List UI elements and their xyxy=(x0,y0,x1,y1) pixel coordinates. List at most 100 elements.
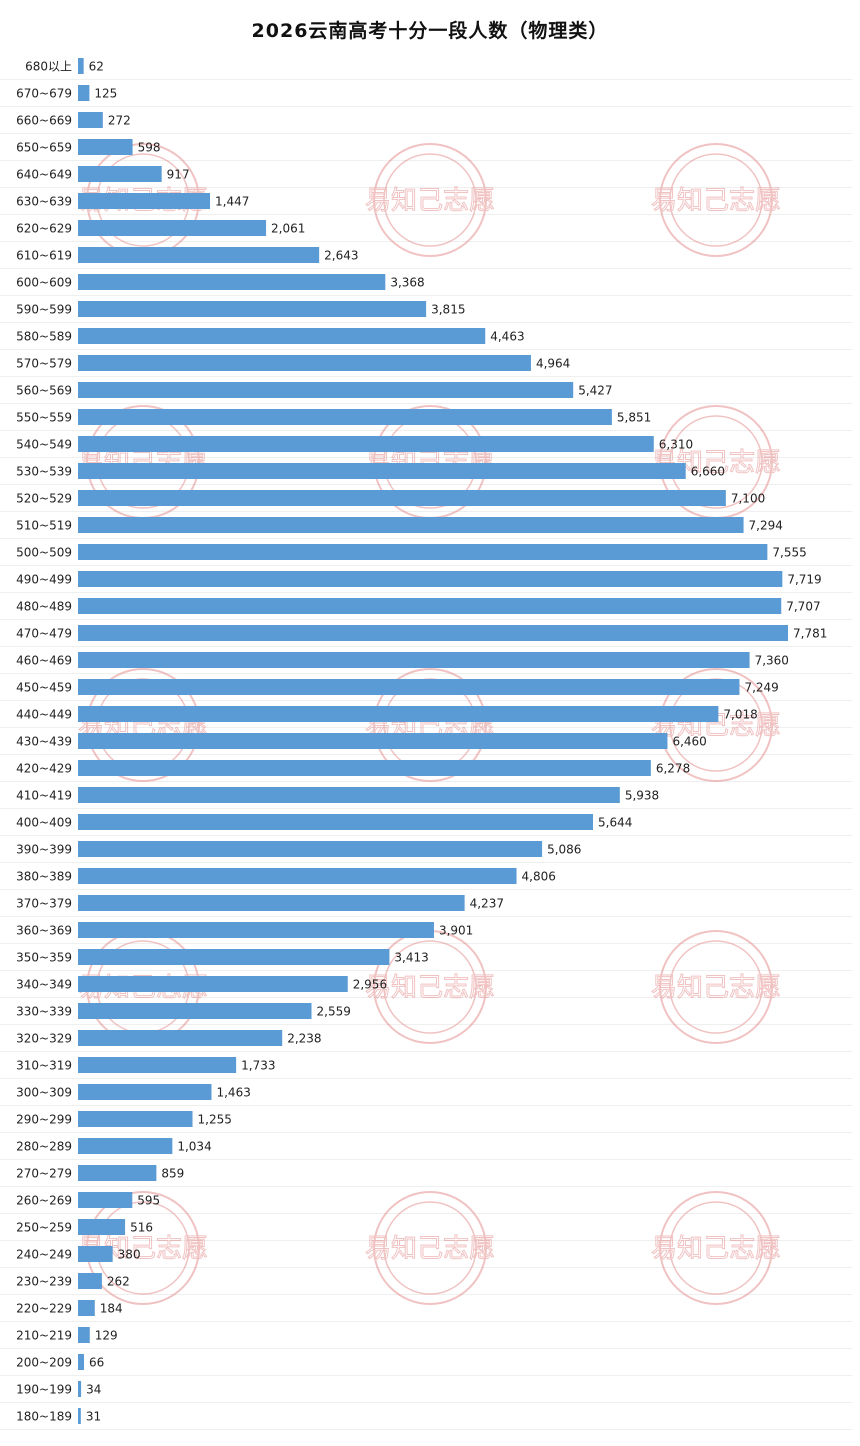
bar xyxy=(78,1408,81,1424)
data-label: 1,255 xyxy=(198,1113,232,1127)
bar xyxy=(78,949,390,965)
watermark-stamp: 易知己志愿 xyxy=(650,668,782,782)
category-label: 300~309 xyxy=(16,1086,72,1100)
data-label: 66 xyxy=(89,1356,104,1370)
bar xyxy=(78,1300,95,1316)
category-label: 560~569 xyxy=(16,384,72,398)
bar xyxy=(78,436,654,452)
data-label: 5,427 xyxy=(578,384,612,398)
bar xyxy=(78,733,668,749)
category-label: 420~429 xyxy=(16,762,72,776)
category-label: 480~489 xyxy=(16,600,72,614)
category-label: 600~609 xyxy=(16,276,72,290)
watermark-stamp: 易知己志愿 xyxy=(650,930,782,1044)
bar xyxy=(78,139,133,155)
watermark-stamp: 易知己志愿 xyxy=(650,143,782,257)
data-label: 7,781 xyxy=(793,627,827,641)
category-label: 680以上 xyxy=(25,60,72,74)
category-label: 610~619 xyxy=(16,249,72,263)
data-label: 2,238 xyxy=(287,1032,321,1046)
bar xyxy=(78,841,543,857)
bar xyxy=(78,787,620,803)
bar xyxy=(78,193,211,209)
category-label: 180~189 xyxy=(16,1410,72,1424)
category-label: 350~359 xyxy=(16,951,72,965)
category-label: 440~449 xyxy=(16,708,72,722)
category-label: 460~469 xyxy=(16,654,72,668)
data-label: 6,460 xyxy=(672,735,706,749)
watermark-stamp: 易知己志愿 xyxy=(364,930,496,1044)
watermark-stamp: 易知己志愿 xyxy=(364,1191,496,1305)
data-label: 3,368 xyxy=(390,276,424,290)
data-label: 4,463 xyxy=(490,330,524,344)
bar xyxy=(78,814,594,830)
watermark-stamp: 易知己志愿 xyxy=(364,143,496,257)
category-label: 320~329 xyxy=(16,1032,72,1046)
data-label: 1,733 xyxy=(241,1059,275,1073)
category-label: 550~559 xyxy=(16,411,72,425)
watermark-text: 易知己志愿 xyxy=(365,1234,495,1264)
category-label: 540~549 xyxy=(16,438,72,452)
data-label: 2,956 xyxy=(353,978,387,992)
data-label: 7,100 xyxy=(731,492,765,506)
category-label: 310~319 xyxy=(16,1059,72,1073)
category-label: 570~579 xyxy=(16,357,72,371)
watermark-stamp: 易知己志愿 xyxy=(650,1191,782,1305)
category-label: 630~639 xyxy=(16,195,72,209)
data-label: 6,278 xyxy=(656,762,690,776)
bar xyxy=(78,1246,113,1262)
category-label: 650~659 xyxy=(16,141,72,155)
bar xyxy=(78,625,788,641)
data-label: 859 xyxy=(161,1167,184,1181)
bar xyxy=(78,1084,212,1100)
category-label: 580~589 xyxy=(16,330,72,344)
category-label: 390~399 xyxy=(16,843,72,857)
bar xyxy=(78,274,386,290)
data-label: 4,806 xyxy=(522,870,556,884)
category-label: 470~479 xyxy=(16,627,72,641)
bar xyxy=(78,1327,90,1343)
category-label: 230~239 xyxy=(16,1275,72,1289)
bar xyxy=(78,1354,85,1370)
data-label: 380 xyxy=(118,1248,141,1262)
category-label: 400~409 xyxy=(16,816,72,830)
data-label: 1,034 xyxy=(177,1140,211,1154)
watermark-text: 易知己志愿 xyxy=(365,186,495,216)
bar xyxy=(78,1138,173,1154)
category-label: 280~289 xyxy=(16,1140,72,1154)
bar xyxy=(78,706,719,722)
bar xyxy=(78,571,783,587)
category-label: 500~509 xyxy=(16,546,72,560)
data-label: 5,644 xyxy=(598,816,632,830)
data-label: 129 xyxy=(95,1329,118,1343)
bar xyxy=(78,760,651,776)
data-label: 3,815 xyxy=(431,303,465,317)
data-label: 62 xyxy=(89,60,104,74)
category-labels: 680以上 670~679 660~669 650~659 640~649 630~639… xyxy=(16,60,72,1424)
bar xyxy=(78,247,320,263)
bar xyxy=(78,976,348,992)
bar xyxy=(78,382,574,398)
bar xyxy=(78,1219,126,1235)
category-label: 590~599 xyxy=(16,303,72,317)
data-label: 5,851 xyxy=(617,411,651,425)
bar xyxy=(78,517,744,533)
data-label: 31 xyxy=(86,1410,101,1424)
bar xyxy=(78,301,427,317)
bar xyxy=(78,922,434,938)
data-label: 1,447 xyxy=(215,195,249,209)
data-label: 917 xyxy=(167,168,190,182)
category-label: 660~669 xyxy=(16,114,72,128)
bar xyxy=(78,166,162,182)
watermark-text: 易知己志愿 xyxy=(365,973,495,1003)
category-label: 250~259 xyxy=(16,1221,72,1235)
data-label: 7,294 xyxy=(749,519,783,533)
data-label: 2,061 xyxy=(271,222,305,236)
bar xyxy=(78,112,103,128)
bar xyxy=(78,598,782,614)
bar xyxy=(78,490,726,506)
category-label: 290~299 xyxy=(16,1113,72,1127)
data-label: 7,719 xyxy=(787,573,821,587)
category-label: 520~529 xyxy=(16,492,72,506)
